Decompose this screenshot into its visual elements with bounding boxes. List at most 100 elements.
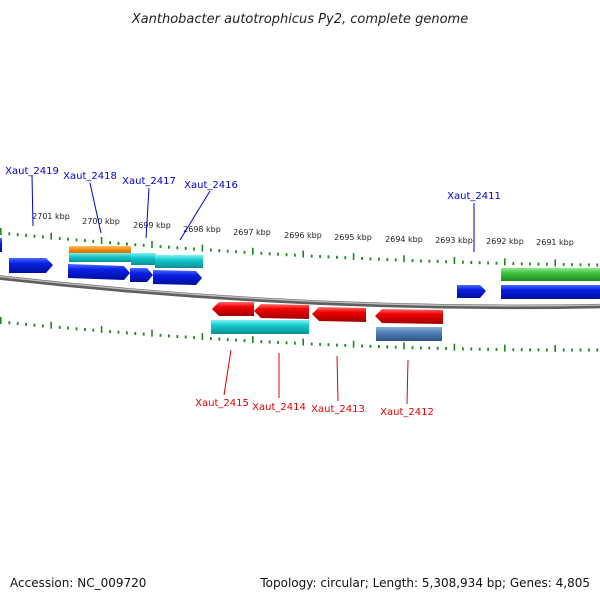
gene-arrow[interactable]: [0, 238, 2, 252]
minor-tick: [218, 249, 221, 253]
gene-label[interactable]: Xaut_2411: [447, 191, 501, 202]
gene-label[interactable]: Xaut_2416: [184, 180, 238, 191]
outer-tick-track: [0, 228, 599, 267]
minor-tick: [184, 335, 187, 339]
minor-tick: [218, 337, 221, 341]
minor-tick: [260, 340, 263, 343]
minor-tick: [159, 245, 162, 249]
gene-label[interactable]: Xaut_2418: [63, 171, 117, 182]
minor-tick: [436, 259, 439, 263]
minor-tick: [462, 347, 464, 351]
minor-tick: [277, 252, 279, 256]
minor-tick: [420, 259, 422, 263]
minor-tick: [75, 238, 78, 242]
gene-arrow[interactable]: [68, 264, 130, 280]
gene-arrow[interactable]: [212, 302, 254, 316]
minor-tick: [478, 261, 481, 265]
minor-tick: [520, 262, 523, 266]
minor-tick: [411, 259, 414, 263]
minor-tick: [294, 253, 296, 257]
major-tick: [302, 250, 304, 258]
minor-tick: [386, 345, 389, 349]
gene-feature-block[interactable]: [211, 320, 309, 334]
gene-feature-block[interactable]: [69, 253, 131, 262]
minor-tick: [310, 254, 313, 258]
minor-tick: [226, 249, 229, 253]
minor-tick: [588, 348, 590, 352]
major-tick: [403, 255, 405, 263]
major-tick: [352, 340, 355, 348]
reverse-gene-track: [211, 302, 443, 341]
minor-tick: [58, 325, 61, 329]
minor-tick: [268, 252, 271, 256]
minor-tick: [33, 323, 36, 327]
minor-tick: [109, 330, 111, 334]
gene-arrow[interactable]: [375, 309, 443, 324]
gene-feature-block[interactable]: [376, 327, 442, 341]
genome-backbone: [0, 275, 600, 310]
kbp-label: 2699 kbp: [133, 221, 171, 230]
minor-tick: [134, 332, 137, 335]
minor-tick: [344, 256, 347, 260]
gene-arrow[interactable]: [457, 285, 486, 298]
minor-tick: [84, 239, 86, 243]
kbp-label: 2694 kbp: [385, 235, 423, 244]
minor-tick: [369, 344, 372, 348]
accession-text: Accession: NC_009720: [10, 576, 146, 590]
minor-tick: [588, 263, 590, 267]
kbp-label: 2701 kbp: [32, 212, 70, 221]
major-tick: [554, 259, 556, 267]
gene-feature-block[interactable]: [501, 268, 600, 281]
gene-label[interactable]: Xaut_2419: [5, 166, 59, 177]
minor-tick: [394, 345, 397, 349]
map-title: Xanthobacter autotrophicus Py2, complete…: [131, 12, 468, 27]
gene-arrow[interactable]: [254, 304, 309, 319]
minor-tick: [16, 233, 19, 237]
minor-tick: [8, 321, 11, 325]
minor-tick: [319, 255, 321, 258]
minor-tick: [529, 348, 531, 352]
kbp-label: 2693 kbp: [435, 236, 473, 245]
gene-feature-block[interactable]: [69, 246, 131, 255]
minor-tick: [428, 346, 431, 350]
major-tick: [352, 253, 355, 261]
minor-tick: [134, 243, 137, 247]
minor-tick: [277, 340, 279, 344]
major-tick: [201, 333, 204, 341]
minor-tick: [268, 340, 271, 344]
minor-tick: [579, 348, 582, 352]
gene-arrow[interactable]: [501, 285, 600, 299]
major-tick: [453, 343, 456, 351]
minor-tick: [361, 257, 363, 260]
minor-tick: [571, 348, 573, 352]
minor-tick: [168, 334, 170, 338]
gene-arrow[interactable]: [312, 307, 366, 322]
kbp-label: 2692 kbp: [486, 237, 524, 246]
label-connector: [223, 349, 232, 396]
minor-tick: [260, 251, 263, 255]
minor-tick: [487, 261, 489, 265]
major-tick: [0, 228, 2, 235]
forward-gene-track: [0, 238, 600, 299]
gene-label[interactable]: Xaut_2417: [122, 176, 176, 187]
gene-arrow[interactable]: [130, 268, 153, 282]
gene-label[interactable]: Xaut_2412: [380, 407, 434, 418]
minor-tick: [142, 332, 145, 336]
minor-tick: [462, 260, 464, 264]
minor-tick: [537, 262, 540, 266]
gene-feature-block[interactable]: [155, 255, 203, 268]
minor-tick: [16, 322, 19, 326]
minor-tick: [445, 260, 447, 264]
gene-label[interactable]: Xaut_2414: [252, 402, 306, 413]
gene-arrow[interactable]: [9, 258, 53, 273]
gene-label[interactable]: Xaut_2415: [195, 398, 249, 409]
gene-arrow[interactable]: [153, 270, 202, 285]
gene-label[interactable]: Xaut_2413: [311, 404, 365, 415]
gene-feature-block[interactable]: [131, 253, 156, 265]
minor-tick: [571, 263, 573, 267]
minor-tick: [142, 243, 145, 247]
minor-tick: [495, 261, 498, 265]
major-tick: [50, 232, 52, 240]
major-tick: [504, 344, 506, 352]
major-tick: [151, 329, 153, 337]
